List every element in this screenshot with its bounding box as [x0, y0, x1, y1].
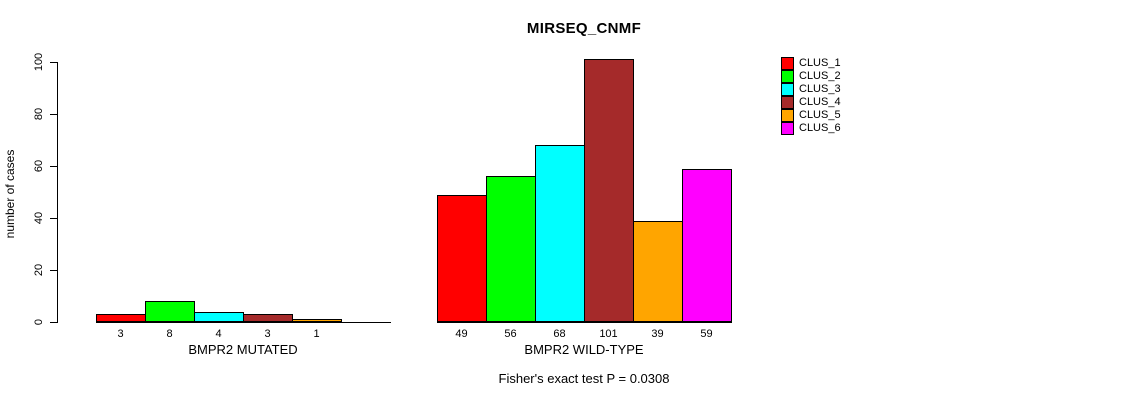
- legend-swatch-icon: [781, 83, 794, 96]
- legend-swatch-icon: [781, 96, 794, 109]
- y-axis-tick: [50, 270, 57, 271]
- bar-clus_1: [437, 195, 487, 322]
- y-axis-tick: [50, 114, 57, 115]
- bar-clus_3: [535, 145, 585, 322]
- bar-clus_3: [194, 312, 244, 322]
- y-axis-tick-label: 100: [33, 52, 45, 72]
- x-axis-baseline: [96, 322, 391, 323]
- x-axis-group-label: BMPR2 MUTATED: [188, 342, 298, 357]
- y-axis-tick-label: 80: [33, 107, 45, 121]
- legend-label: CLUS_6: [799, 122, 841, 134]
- legend-swatch-icon: [781, 109, 794, 122]
- legend-entry-clus_5: CLUS_5: [781, 109, 841, 122]
- legend-label: CLUS_4: [799, 96, 841, 108]
- legend-label: CLUS_3: [799, 83, 841, 95]
- legend-entry-clus_3: CLUS_3: [781, 83, 841, 96]
- bar-value-label: 68: [553, 328, 566, 340]
- fisher-test-annotation: Fisher's exact test P = 0.0308: [498, 371, 670, 386]
- legend: CLUS_1 CLUS_2 CLUS_3 CLUS_4 CLUS_5 CLUS_6: [781, 57, 841, 135]
- bar-value-label: 59: [700, 328, 713, 340]
- bar-clus_4: [584, 59, 634, 322]
- legend-swatch-icon: [781, 57, 794, 70]
- bar-value-label: 101: [599, 328, 618, 340]
- bar-value-label: 8: [166, 328, 173, 340]
- bar-clus_2: [486, 176, 536, 322]
- legend-swatch-icon: [781, 70, 794, 83]
- legend-label: CLUS_5: [799, 109, 841, 121]
- bar-value-label: 1: [313, 328, 320, 340]
- bar-clus_6: [682, 169, 732, 322]
- bar-clus_4: [243, 314, 293, 322]
- bar-value-label: 3: [264, 328, 271, 340]
- y-axis-line: [57, 62, 58, 323]
- bar-value-label: 39: [651, 328, 664, 340]
- legend-label: CLUS_1: [799, 57, 841, 69]
- bar-value-label: 49: [455, 328, 468, 340]
- chart-title: MIRSEQ_CNMF: [526, 20, 642, 37]
- bar-value-label: 56: [504, 328, 517, 340]
- y-axis-tick: [50, 322, 57, 323]
- y-axis-tick: [50, 166, 57, 167]
- legend-entry-clus_6: CLUS_6: [781, 122, 841, 135]
- legend-entry-clus_1: CLUS_1: [781, 57, 841, 70]
- y-axis-tick: [50, 218, 57, 219]
- y-axis-tick-label: 20: [33, 263, 45, 277]
- y-axis-tick-label: 60: [33, 159, 45, 173]
- y-axis-title: number of cases: [3, 149, 17, 239]
- y-axis-tick-label: 0: [33, 318, 45, 326]
- legend-entry-clus_4: CLUS_4: [781, 96, 841, 109]
- bar-clus_5: [292, 319, 342, 322]
- legend-swatch-icon: [781, 122, 794, 135]
- legend-label: CLUS_2: [799, 70, 841, 82]
- bar-clus_2: [145, 301, 195, 322]
- legend-entry-clus_2: CLUS_2: [781, 70, 841, 83]
- y-axis-tick-label: 40: [33, 211, 45, 225]
- x-axis-baseline: [437, 322, 732, 323]
- bar-value-label: 4: [215, 328, 222, 340]
- bar-clus_1: [96, 314, 146, 322]
- bar-value-label: 3: [117, 328, 124, 340]
- x-axis-group-label: BMPR2 WILD-TYPE: [524, 342, 644, 357]
- y-axis-tick: [50, 62, 57, 63]
- bar-clus_5: [633, 221, 683, 322]
